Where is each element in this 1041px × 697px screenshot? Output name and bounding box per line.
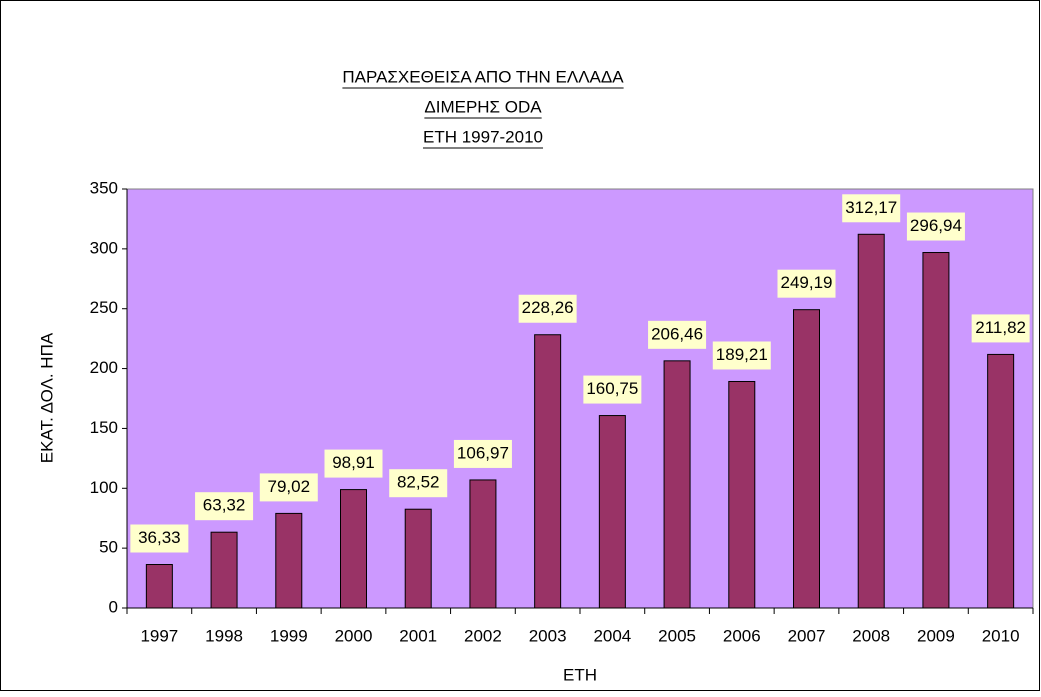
value-label: 36,33 [138, 528, 181, 547]
x-tick-label: 1998 [205, 626, 243, 645]
x-tick-label: 2005 [658, 626, 696, 645]
value-label-box [583, 375, 642, 404]
y-tick-label: 50 [99, 538, 118, 557]
value-label: 79,02 [268, 477, 311, 496]
x-tick-label: 2007 [788, 626, 826, 645]
value-label: 63,32 [203, 496, 246, 515]
y-tick-label: 150 [90, 418, 118, 437]
bar [598, 415, 626, 609]
value-label: 296,94 [910, 216, 962, 235]
x-tick-label: 1999 [270, 626, 308, 645]
value-label-box [906, 212, 965, 241]
value-label-box [195, 492, 254, 521]
value-label-box [518, 294, 577, 323]
value-label: 98,91 [332, 453, 375, 472]
value-label: 228,26 [522, 298, 574, 317]
bar [987, 353, 1015, 609]
value-label: 82,52 [397, 473, 440, 492]
x-tick-label: 2010 [982, 626, 1020, 645]
value-label-box [712, 341, 771, 370]
value-label-box [842, 194, 901, 223]
value-label-box [453, 439, 512, 468]
y-tick-label: 200 [90, 358, 118, 377]
x-tick-label: 2009 [917, 626, 955, 645]
bar [145, 564, 173, 609]
x-tick-label: 2000 [335, 626, 373, 645]
x-tick-label: 2006 [723, 626, 761, 645]
value-label: 206,46 [651, 324, 703, 343]
bar [469, 479, 497, 609]
bar [275, 512, 303, 609]
x-tick-label: 2002 [464, 626, 502, 645]
value-label: 160,75 [586, 379, 638, 398]
x-tick-label: 2004 [593, 626, 631, 645]
bar [663, 360, 691, 609]
y-tick-label: 350 [90, 178, 118, 197]
y-tick-label: 250 [90, 298, 118, 317]
value-label-box [130, 524, 189, 553]
bar [210, 531, 238, 609]
value-label-box [324, 449, 383, 478]
bar [404, 508, 432, 609]
value-label: 249,19 [781, 273, 833, 292]
value-label-box [648, 320, 707, 349]
y-axis-label: ΕΚΑΤ. ΔΟΛ. ΗΠΑ [37, 332, 56, 463]
x-tick-label: 1997 [140, 626, 178, 645]
value-label-box [777, 269, 836, 298]
y-tick-label: 100 [90, 478, 118, 497]
value-label: 211,82 [975, 318, 1026, 337]
x-tick-label: 2001 [399, 626, 437, 645]
chart-title: ΕΤΗ 1997-2010 [423, 127, 543, 146]
x-tick-label: 2008 [852, 626, 890, 645]
y-tick-label: 300 [90, 238, 118, 257]
bar [728, 380, 756, 609]
bar [793, 309, 820, 609]
value-label: 106,97 [457, 443, 509, 462]
plot-area [126, 188, 1034, 609]
x-tick-label: 2003 [529, 626, 567, 645]
value-label-box [971, 314, 1030, 343]
value-label-box [389, 469, 448, 498]
chart-title: ΠΑΡΑΣΧΕΘΕΙΣΑ ΑΠΟ ΤΗΝ ΕΛΛΑΔΑ [342, 67, 624, 86]
bar [340, 489, 367, 609]
value-label: 189,21 [716, 345, 768, 364]
bar [534, 334, 562, 609]
x-axis-label: ΕΤΗ [563, 665, 597, 684]
bar [857, 233, 885, 609]
y-tick-label: 0 [109, 597, 118, 616]
bar [922, 252, 950, 609]
value-label: 312,17 [845, 198, 897, 217]
value-label-box [259, 473, 318, 502]
chart-title: ΔΙΜΕΡΗΣ ODA [424, 97, 542, 116]
